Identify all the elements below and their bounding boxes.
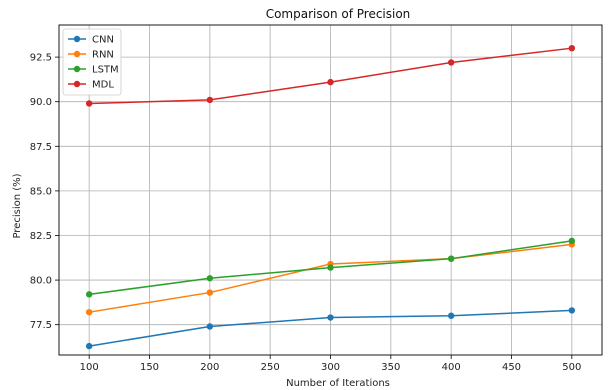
y-tick-label: 80.0 [30, 276, 52, 287]
data-point-cnn [206, 323, 214, 330]
legend-swatch-marker [73, 50, 81, 58]
legend-swatch-marker [73, 80, 81, 88]
series-lstm [85, 237, 576, 298]
data-point-cnn [85, 342, 93, 350]
legend-label: MDL [92, 80, 114, 91]
data-point-lstm [568, 237, 576, 245]
y-tick-label: 77.5 [30, 320, 52, 331]
legend-label: LSTM [92, 65, 119, 76]
data-point-rnn [85, 308, 93, 316]
x-tick-label: 400 [442, 362, 461, 373]
x-tick-label: 150 [140, 362, 159, 373]
legend-label: CNN [92, 35, 114, 46]
y-tick-label: 92.5 [30, 53, 52, 64]
data-point-mdl [85, 100, 93, 107]
legend-box [62, 28, 122, 96]
data-point-mdl [568, 44, 576, 52]
x-tick-label: 250 [261, 362, 280, 373]
grid-lines [59, 25, 602, 355]
data-point-mdl [206, 96, 214, 104]
data-series [85, 44, 576, 350]
data-point-lstm [447, 255, 455, 262]
legend: CNN RNN LSTM MDL [62, 28, 122, 96]
series-cnn [85, 307, 576, 350]
axes: 100 150 200 250 300 350 400 450 500 77.5 80.0 82.5 8… [30, 24, 603, 373]
data-point-mdl [447, 59, 455, 66]
legend-swatch-marker [73, 35, 81, 43]
x-tick-label: 350 [381, 362, 400, 373]
data-point-lstm [85, 291, 93, 298]
data-point-lstm [206, 275, 214, 282]
data-point-cnn [447, 312, 455, 319]
x-tick-label: 300 [321, 362, 340, 373]
x-tick-label: 200 [200, 362, 219, 373]
legend-swatch-marker [73, 65, 81, 73]
y-tick-label: 82.5 [30, 231, 52, 242]
x-tick-label: 100 [80, 362, 99, 373]
y-axis-title: Precision (%) [12, 173, 23, 238]
x-tick-label: 450 [502, 362, 521, 373]
data-point-lstm [327, 264, 334, 271]
x-axis-title: Number of Iterations [286, 378, 390, 389]
y-tick-label: 90.0 [30, 97, 52, 108]
data-point-cnn [327, 314, 334, 321]
data-point-cnn [568, 307, 576, 314]
legend-item-mdl: MDL [68, 80, 114, 91]
legend-label: RNN [92, 50, 114, 61]
series-mdl [85, 44, 576, 107]
legend-item-rnn: RNN [68, 50, 114, 61]
legend-item-cnn: CNN [68, 35, 114, 46]
y-tick-label: 85.0 [30, 186, 52, 197]
x-tick-label: 500 [562, 362, 581, 373]
y-tick-label: 87.5 [30, 142, 52, 153]
data-point-rnn [206, 289, 214, 296]
legend-item-lstm: LSTM [68, 65, 119, 76]
data-point-mdl [327, 78, 334, 86]
chart-title: Comparison of Precision [266, 7, 411, 21]
